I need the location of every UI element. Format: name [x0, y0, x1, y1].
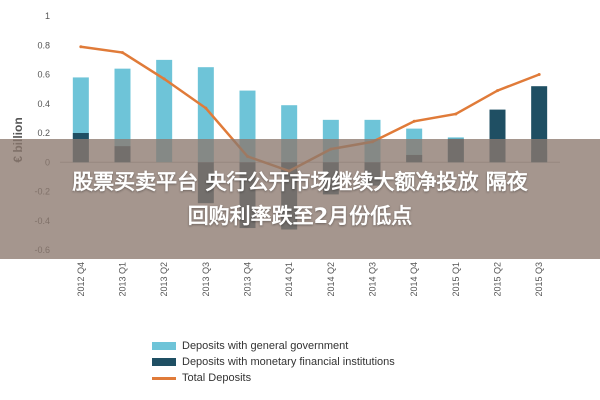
legend-label-gov: Deposits with general government: [182, 340, 349, 352]
total-point: [204, 106, 208, 110]
headline-line-1: 股票买卖平台 央行公开市场继续大额净投放 隔夜: [72, 170, 528, 194]
chart-legend: Deposits with general government Deposit…: [152, 338, 395, 386]
total-point: [121, 51, 124, 55]
x-tick-label: 2014 Q2: [326, 262, 336, 297]
y-tick-label: 0.6: [37, 70, 50, 80]
x-tick-label: 2014 Q1: [284, 262, 294, 297]
y-tick-label: 0.8: [37, 40, 50, 50]
bar-gov: [114, 68, 131, 163]
x-tick-label: 2015 Q2: [493, 262, 503, 297]
x-tick-label: 2014 Q4: [409, 262, 419, 297]
legend-item-mfi: Deposits with monetary financial institu…: [152, 354, 395, 370]
total-point: [496, 89, 499, 93]
total-point: [537, 73, 541, 76]
legend-label-mfi: Deposits with monetary financial institu…: [182, 356, 395, 368]
bar-gov: [197, 67, 214, 163]
total-point: [412, 119, 416, 123]
x-tick-label: 2014 Q3: [368, 262, 378, 297]
x-tick-label: 2013 Q1: [118, 262, 128, 297]
y-tick-label: 0.4: [37, 99, 50, 109]
x-tick-label: 2013 Q3: [201, 262, 211, 297]
legend-swatch-total: [152, 376, 176, 380]
total-point: [454, 112, 458, 116]
total-point: [79, 45, 83, 49]
legend-swatch-gov: [152, 342, 176, 350]
legend-swatch-mfi: [152, 358, 176, 366]
x-tick-label: 2012 Q4: [76, 262, 86, 297]
y-tick-label: 1: [45, 11, 50, 21]
y-tick-label: 0.2: [37, 128, 50, 138]
x-tick-label: 2015 Q1: [451, 262, 461, 297]
legend-item-gov: Deposits with general government: [152, 338, 395, 354]
x-tick-label: 2013 Q2: [159, 262, 169, 297]
legend-item-total: Total Deposits: [152, 370, 395, 386]
legend-label-total: Total Deposits: [182, 372, 252, 384]
x-tick-label: 2013 Q4: [243, 262, 253, 297]
total-point: [162, 77, 166, 81]
headline-line-2: 回购利率跌至2月份低点: [187, 204, 413, 228]
headline-banner: 股票买卖平台 央行公开市场继续大额净投放 隔夜 回购利率跌至2月份低点: [0, 139, 600, 259]
bar-gov: [156, 59, 173, 163]
x-tick-label: 2015 Q3: [534, 262, 544, 297]
